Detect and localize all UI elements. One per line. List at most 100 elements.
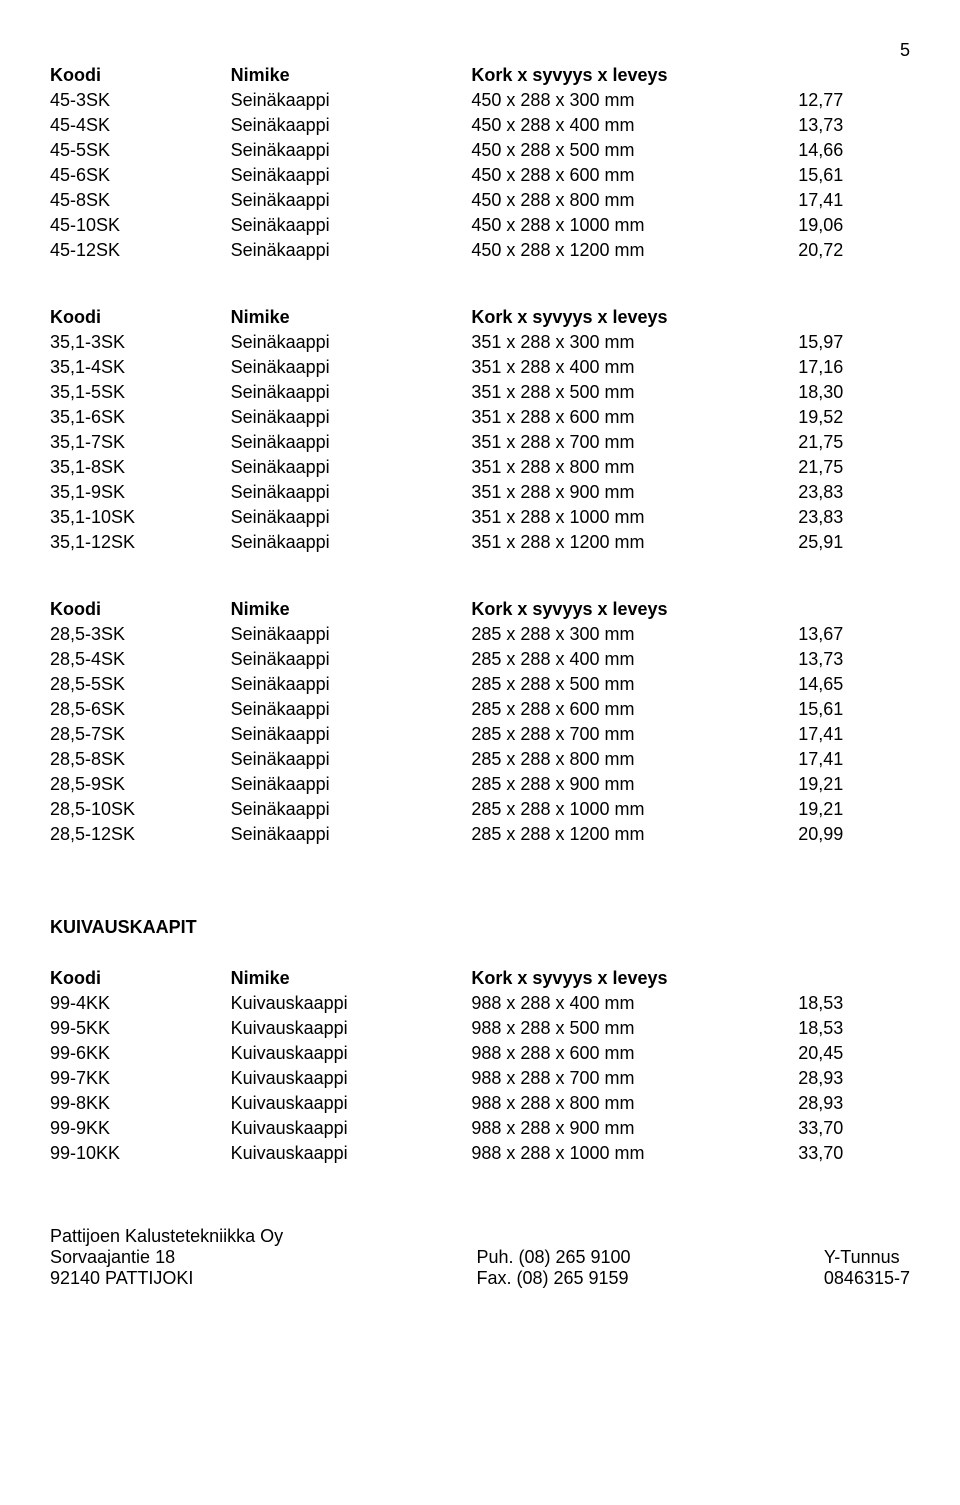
table-row: 99-10KKKuivauskaappi988 x 288 x 1000 mm3… <box>50 1141 910 1166</box>
cell-code: 45-5SK <box>50 138 231 163</box>
cell-name: Seinäkaappi <box>231 405 472 430</box>
cell-code: 35,1-3SK <box>50 330 231 355</box>
cell-price: 21,75 <box>798 430 910 455</box>
cell-name: Seinäkaappi <box>231 330 472 355</box>
cell-name: Seinäkaappi <box>231 213 472 238</box>
cell-dims: 285 x 288 x 600 mm <box>471 697 798 722</box>
col-name: Nimike <box>231 966 472 991</box>
cell-dims: 450 x 288 x 400 mm <box>471 113 798 138</box>
table-row: 45-5SKSeinäkaappi450 x 288 x 500 mm14,66 <box>50 138 910 163</box>
footer-right: Y-Tunnus 0846315-7 <box>824 1226 910 1289</box>
cell-name: Seinäkaappi <box>231 113 472 138</box>
cell-name: Seinäkaappi <box>231 480 472 505</box>
table-header-row: Koodi Nimike Kork x syvyys x leveys <box>50 966 910 991</box>
cell-name: Seinäkaappi <box>231 672 472 697</box>
cell-price: 33,70 <box>798 1116 910 1141</box>
col-name: Nimike <box>231 63 472 88</box>
cell-code: 99-10KK <box>50 1141 231 1166</box>
table-row: 35,1-7SKSeinäkaappi351 x 288 x 700 mm21,… <box>50 430 910 455</box>
cell-code: 28,5-9SK <box>50 772 231 797</box>
cell-name: Kuivauskaappi <box>231 1091 472 1116</box>
cell-code: 99-8KK <box>50 1091 231 1116</box>
page-number: 5 <box>50 40 910 61</box>
cell-name: Seinäkaappi <box>231 138 472 163</box>
cell-dims: 351 x 288 x 600 mm <box>471 405 798 430</box>
table-body: 28,5-3SKSeinäkaappi285 x 288 x 300 mm13,… <box>50 622 910 847</box>
table-header-row: Koodi Nimike Kork x syvyys x leveys <box>50 305 910 330</box>
cell-code: 35,1-7SK <box>50 430 231 455</box>
cell-dims: 450 x 288 x 1000 mm <box>471 213 798 238</box>
cell-code: 28,5-5SK <box>50 672 231 697</box>
col-price <box>798 305 910 330</box>
cell-name: Seinäkaappi <box>231 88 472 113</box>
cell-dims: 450 x 288 x 300 mm <box>471 88 798 113</box>
table-row: 99-8KKKuivauskaappi988 x 288 x 800 mm28,… <box>50 1091 910 1116</box>
col-dims: Kork x syvyys x leveys <box>471 597 798 622</box>
cell-dims: 285 x 288 x 1000 mm <box>471 797 798 822</box>
cell-dims: 285 x 288 x 500 mm <box>471 672 798 697</box>
cell-code: 45-10SK <box>50 213 231 238</box>
cell-price: 19,21 <box>798 797 910 822</box>
cell-dims: 988 x 288 x 400 mm <box>471 991 798 1016</box>
cell-price: 28,93 <box>798 1091 910 1116</box>
cell-code: 35,1-6SK <box>50 405 231 430</box>
cell-dims: 351 x 288 x 900 mm <box>471 480 798 505</box>
table-row: 99-6KKKuivauskaappi988 x 288 x 600 mm20,… <box>50 1041 910 1066</box>
col-price <box>798 63 910 88</box>
cell-code: 45-8SK <box>50 188 231 213</box>
cell-price: 20,72 <box>798 238 910 263</box>
col-dims: Kork x syvyys x leveys <box>471 966 798 991</box>
cell-price: 20,99 <box>798 822 910 847</box>
table-row: 35,1-9SKSeinäkaappi351 x 288 x 900 mm23,… <box>50 480 910 505</box>
table-group-45: Koodi Nimike Kork x syvyys x leveys 45-3… <box>50 63 910 263</box>
cell-code: 28,5-7SK <box>50 722 231 747</box>
cell-code: 45-4SK <box>50 113 231 138</box>
cell-dims: 988 x 288 x 800 mm <box>471 1091 798 1116</box>
footer-address1: Sorvaajantie 18 <box>50 1247 283 1268</box>
cell-dims: 285 x 288 x 700 mm <box>471 722 798 747</box>
section-title-kuivauskaapit: KUIVAUSKAAPIT <box>50 917 910 938</box>
cell-code: 28,5-8SK <box>50 747 231 772</box>
cell-dims: 450 x 288 x 800 mm <box>471 188 798 213</box>
cell-dims: 285 x 288 x 300 mm <box>471 622 798 647</box>
col-dims: Kork x syvyys x leveys <box>471 63 798 88</box>
footer-address2: 92140 PATTIJOKI <box>50 1268 283 1289</box>
table-body: 45-3SKSeinäkaappi450 x 288 x 300 mm12,77… <box>50 88 910 263</box>
cell-price: 19,06 <box>798 213 910 238</box>
table-row: 45-8SKSeinäkaappi450 x 288 x 800 mm17,41 <box>50 188 910 213</box>
col-code: Koodi <box>50 305 231 330</box>
cell-code: 35,1-10SK <box>50 505 231 530</box>
cell-price: 17,41 <box>798 722 910 747</box>
cell-price: 17,16 <box>798 355 910 380</box>
cell-code: 99-9KK <box>50 1116 231 1141</box>
cell-price: 23,83 <box>798 480 910 505</box>
cell-name: Seinäkaappi <box>231 430 472 455</box>
cell-price: 13,73 <box>798 113 910 138</box>
table-row: 28,5-10SKSeinäkaappi285 x 288 x 1000 mm1… <box>50 797 910 822</box>
cell-price: 19,21 <box>798 772 910 797</box>
cell-name: Seinäkaappi <box>231 772 472 797</box>
footer-left: Pattijoen Kalustetekniikka Oy Sorvaajant… <box>50 1226 283 1289</box>
cell-name: Seinäkaappi <box>231 530 472 555</box>
table-row: 45-4SKSeinäkaappi450 x 288 x 400 mm13,73 <box>50 113 910 138</box>
table-row: 28,5-5SKSeinäkaappi285 x 288 x 500 mm14,… <box>50 672 910 697</box>
table-row: 35,1-8SKSeinäkaappi351 x 288 x 800 mm21,… <box>50 455 910 480</box>
table-row: 28,5-4SKSeinäkaappi285 x 288 x 400 mm13,… <box>50 647 910 672</box>
col-code: Koodi <box>50 63 231 88</box>
cell-code: 99-7KK <box>50 1066 231 1091</box>
footer-fax: Fax. (08) 265 9159 <box>476 1268 630 1289</box>
table-row: 45-12SKSeinäkaappi450 x 288 x 1200 mm20,… <box>50 238 910 263</box>
col-name: Nimike <box>231 305 472 330</box>
cell-price: 15,61 <box>798 697 910 722</box>
footer-ytunnus-value: 0846315-7 <box>824 1268 910 1289</box>
cell-price: 13,73 <box>798 647 910 672</box>
cell-dims: 450 x 288 x 1200 mm <box>471 238 798 263</box>
cell-dims: 351 x 288 x 700 mm <box>471 430 798 455</box>
cell-dims: 988 x 288 x 900 mm <box>471 1116 798 1141</box>
cell-price: 18,30 <box>798 380 910 405</box>
cell-dims: 351 x 288 x 800 mm <box>471 455 798 480</box>
cell-name: Seinäkaappi <box>231 722 472 747</box>
cell-dims: 351 x 288 x 1200 mm <box>471 530 798 555</box>
table-row: 35,1-12SKSeinäkaappi351 x 288 x 1200 mm2… <box>50 530 910 555</box>
cell-name: Seinäkaappi <box>231 163 472 188</box>
